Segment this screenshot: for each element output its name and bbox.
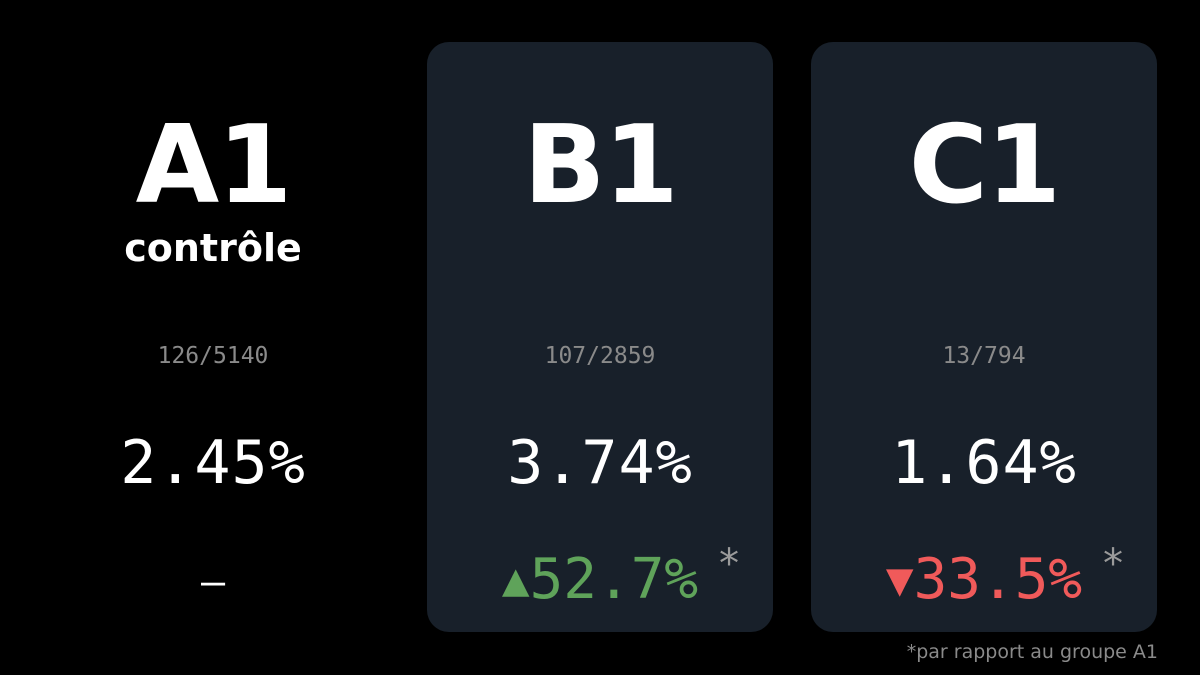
conversion-count: 126/5140 [157,343,269,369]
relative-change: ▲52.7% * [427,544,773,612]
footnote: *par rapport au groupe A1 [906,641,1158,663]
delta-placeholder: – [200,559,226,605]
group-card-a1: A1 contrôle 126/5140 2.45% – [40,42,386,632]
conversion-rate: 1.64% [891,428,1077,498]
group-card-c1: C1 13/794 1.64% ▼33.5% * [811,42,1157,632]
relative-change-value: 33.5% [913,547,1083,612]
triangle-down-icon: ▼ [885,552,914,606]
conversion-rate: 3.74% [507,428,693,498]
group-card-b1: B1 107/2859 3.74% ▲52.7% * [427,42,773,632]
footnote-marker: * [1101,541,1126,587]
conversion-rate: 2.45% [120,428,306,498]
footnote-marker: * [717,541,742,587]
conversion-count: 107/2859 [544,343,656,369]
relative-change-value: 52.7% [529,547,699,612]
relative-change: ▼33.5% * [811,544,1157,612]
group-name: C1 [908,103,1061,228]
group-name: A1 [135,103,293,228]
triangle-up-icon: ▲ [501,552,530,606]
group-subtitle: contrôle [124,226,302,270]
group-name: B1 [523,103,678,228]
conversion-count: 13/794 [942,343,1026,369]
